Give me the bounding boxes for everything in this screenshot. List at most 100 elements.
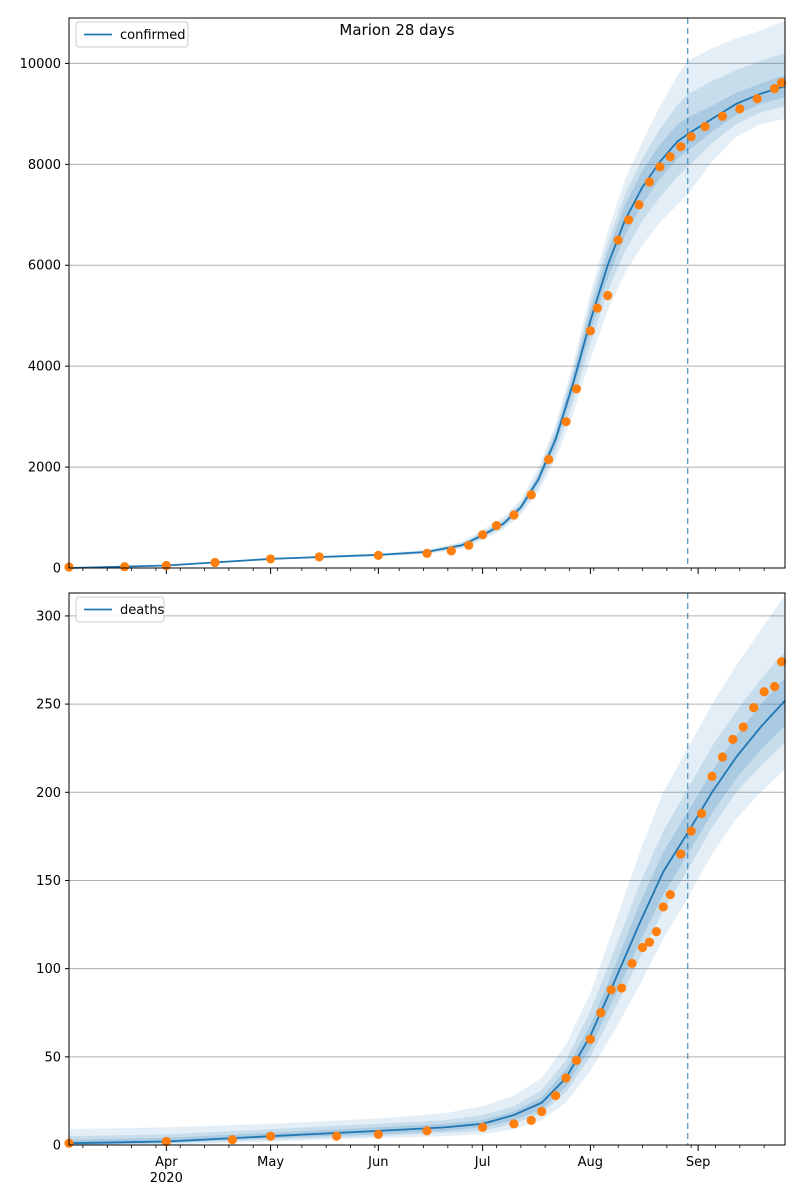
observed-point	[655, 162, 665, 172]
x-tick-label: Sep	[686, 1155, 711, 1170]
observed-point	[749, 703, 759, 713]
y-tick-label: 8000	[28, 158, 61, 173]
observed-point	[446, 546, 456, 556]
observed-point	[776, 77, 787, 88]
x-tick-label: Apr	[155, 1155, 178, 1170]
observed-point	[509, 1119, 519, 1129]
figure-title: Marion 28 days	[339, 21, 455, 39]
legend-label: deaths	[120, 603, 165, 618]
x-tick-label: 2020	[150, 1171, 183, 1186]
axes-frame	[68, 592, 786, 1146]
observed-point	[332, 1131, 342, 1141]
y-tick-label: 0	[53, 1139, 61, 1154]
observed-point	[592, 303, 602, 313]
observed-point	[658, 902, 668, 912]
observed-point	[537, 1106, 547, 1117]
observed-point	[676, 142, 686, 152]
uncertainty-band	[69, 677, 785, 1145]
observed-point	[651, 927, 661, 937]
y-tick-label: 4000	[28, 360, 61, 375]
observed-point	[634, 200, 644, 210]
observed-point	[665, 889, 675, 900]
observed-point	[686, 826, 696, 836]
uncertainty-band	[69, 20, 785, 568]
x-tick-label: May	[257, 1155, 284, 1170]
observed-point	[561, 417, 571, 427]
axes-frame	[68, 17, 786, 569]
observed-point	[544, 454, 554, 465]
observed-point	[478, 530, 488, 540]
observed-point	[161, 560, 171, 571]
x-tick-label: Aug	[578, 1155, 603, 1170]
legend-box	[75, 596, 165, 623]
observed-point	[617, 983, 627, 993]
observed-point	[735, 104, 745, 114]
observed-point	[686, 131, 696, 142]
observed-point	[526, 1115, 536, 1125]
observed-point	[707, 771, 717, 782]
observed-point	[585, 326, 595, 336]
observed-point	[161, 1136, 171, 1147]
uncertainty-band	[69, 53, 785, 569]
legend: deaths	[75, 596, 165, 623]
legend-label: confirmed	[120, 28, 186, 43]
y-tick-label: 300	[36, 609, 61, 624]
uncertainty-band	[69, 75, 785, 568]
observed-point	[551, 1091, 561, 1101]
y-tick-label: 10000	[20, 57, 61, 72]
x-tick-label: Jul	[474, 1155, 491, 1170]
observed-point	[644, 937, 655, 947]
observed-point	[422, 548, 432, 558]
observed-point	[603, 290, 613, 301]
observed-point	[644, 177, 655, 187]
observed-point	[422, 1126, 432, 1136]
observed-point	[665, 152, 675, 162]
observed-point	[752, 94, 762, 104]
y-tick-label: 150	[36, 874, 61, 889]
y-tick-label: 6000	[28, 259, 61, 274]
observed-point	[571, 1055, 582, 1065]
observed-point	[561, 1073, 571, 1083]
observed-point	[265, 1131, 276, 1141]
observed-point	[120, 562, 130, 572]
uncertainty-band	[69, 594, 785, 1145]
observed-point	[717, 752, 728, 762]
observed-point	[373, 550, 383, 560]
y-tick-label: 0	[53, 562, 61, 577]
x-tick-label: Jun	[367, 1155, 388, 1170]
observed-point	[696, 808, 707, 819]
y-tick-label: 50	[44, 1050, 61, 1065]
confirmed-panel: 0 2000 4000 6000 8000 10000 confirmed	[20, 17, 787, 577]
legend: confirmed	[75, 21, 189, 48]
observed-point	[265, 554, 276, 564]
observed-point	[759, 687, 769, 697]
legend-box	[75, 21, 189, 48]
observed-point	[637, 942, 648, 953]
y-tick-label: 2000	[28, 461, 61, 476]
observed-point	[776, 657, 787, 667]
observed-point	[728, 734, 738, 744]
observed-point	[738, 722, 748, 732]
observed-point	[373, 1129, 383, 1140]
y-tick-label: 100	[36, 962, 61, 977]
y-tick-label: 200	[36, 786, 61, 801]
observed-point	[526, 490, 536, 500]
observed-point	[717, 111, 728, 121]
observed-point	[585, 1034, 595, 1044]
observed-point	[314, 552, 324, 562]
observed-point	[464, 540, 474, 550]
observed-point	[606, 985, 616, 995]
uncertainty-band	[69, 651, 785, 1145]
observed-point	[227, 1135, 237, 1145]
y-tick-label: 250	[36, 698, 61, 713]
observed-point	[769, 681, 780, 692]
observed-point	[676, 849, 686, 859]
observed-point	[769, 84, 780, 94]
observed-point	[700, 121, 710, 132]
observed-point	[613, 235, 623, 245]
observed-point	[509, 510, 519, 520]
observed-point	[210, 557, 220, 568]
observed-point	[478, 1122, 488, 1132]
